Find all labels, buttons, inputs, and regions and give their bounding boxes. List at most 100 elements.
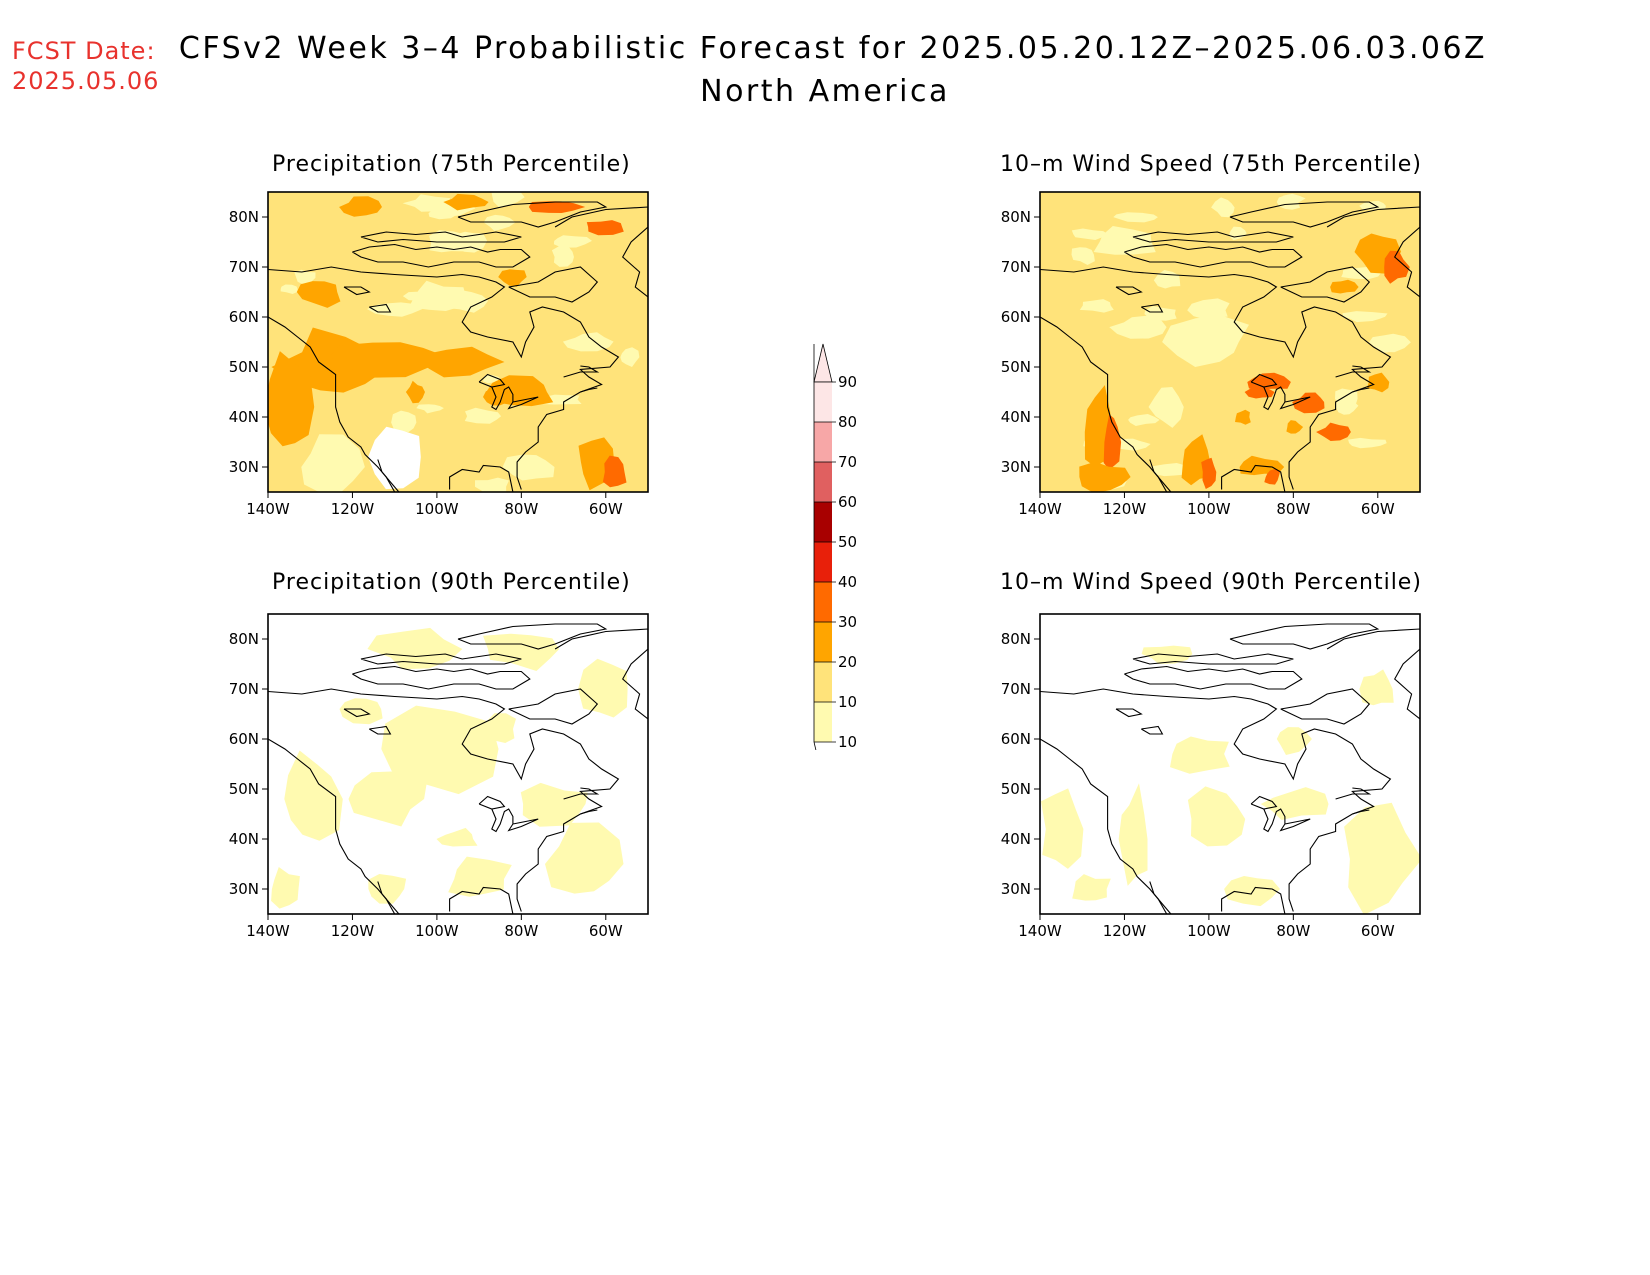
shading-region — [1079, 461, 1131, 492]
map-frame — [1039, 613, 1421, 915]
panel-title-wind-90: 10–m Wind Speed (90th Percentile) — [1000, 570, 1422, 595]
coastline — [1263, 386, 1311, 411]
shading-region — [1170, 736, 1230, 774]
coastline — [1132, 653, 1294, 665]
coastline — [360, 231, 522, 243]
forecast-date-label: FCST Date: — [12, 37, 156, 65]
panel-title-precip-75: Precipitation (75th Percentile) — [272, 152, 631, 177]
colorbar-swatch — [814, 582, 832, 622]
shading-region — [405, 380, 425, 404]
lat-tick-label: 50N — [229, 358, 259, 376]
map-svg-w75: 140W 120W 100W 80W 60W 80N 70N 60N 50N 40N 30N — [1001, 191, 1421, 518]
colorbar-swatch — [814, 382, 832, 422]
lat-tick-label: 50N — [1001, 780, 1031, 798]
shading-cell — [416, 404, 444, 414]
lon-tick-label: 80W — [504, 500, 538, 518]
coastline — [268, 316, 396, 492]
colorbar-svg: 90 80 70 60 50 40 30 20 10 10 — [813, 343, 857, 781]
shading-region — [1292, 392, 1325, 414]
shading-region — [545, 822, 624, 894]
colorbar-label: 80 — [838, 413, 857, 431]
shading-region — [296, 281, 341, 308]
coastline — [1149, 459, 1172, 492]
lat-tick-label: 40N — [229, 830, 259, 848]
coastline — [352, 665, 531, 690]
shading-cell — [1113, 212, 1158, 223]
shading-cell — [1187, 298, 1230, 320]
coastline — [457, 201, 608, 228]
lat-tick-label: 80N — [229, 630, 259, 648]
map-frame — [1039, 191, 1421, 493]
shading-region — [1359, 669, 1394, 706]
lat-tick-label: 30N — [229, 458, 259, 476]
shading-cell — [429, 230, 472, 253]
shading-region — [1316, 422, 1351, 441]
coastline — [377, 881, 400, 914]
coastline — [1132, 231, 1294, 243]
figure-title: CFSv2 Week 3–4 Probabilistic Forecast fo… — [0, 31, 1650, 109]
shading-cell — [1109, 315, 1167, 339]
colorbar-swatch — [814, 662, 832, 702]
lat-tick-label: 40N — [1001, 830, 1031, 848]
shading-cell — [483, 214, 516, 232]
coastline — [1250, 795, 1278, 810]
shading-region — [1118, 783, 1148, 886]
coastline — [580, 809, 598, 815]
shading-region — [339, 698, 383, 725]
shading-region — [1235, 409, 1251, 425]
coastline — [580, 387, 598, 393]
coastline — [1115, 708, 1143, 718]
map-svg-p90: 140W 120W 100W 80W 60W 80N 70N 60N 50N 40N 30N — [229, 613, 649, 940]
lon-tick-label: 80W — [504, 922, 538, 940]
lat-tick-label: 70N — [1001, 258, 1031, 276]
colorbar-swatch — [814, 462, 832, 502]
coastline — [563, 787, 600, 800]
shading-region — [1041, 788, 1084, 869]
coastline — [1250, 373, 1278, 388]
shading-cell — [402, 194, 451, 212]
lon-tick-label: 80W — [1276, 500, 1310, 518]
shading-region — [443, 193, 489, 211]
shading-region — [520, 782, 588, 827]
figure-title-line1: CFSv2 Week 3–4 Probabilistic Forecast fo… — [178, 31, 1488, 66]
coastline — [478, 373, 506, 388]
lat-tick-label: 70N — [229, 258, 259, 276]
coastline — [1280, 266, 1371, 303]
lon-tick-label: 120W — [331, 922, 375, 940]
colorbar-swatch — [814, 542, 832, 582]
shading-region — [284, 750, 343, 841]
colorbar-legend: 90 80 70 60 50 40 30 20 10 10 — [800, 330, 870, 781]
lat-tick-label: 80N — [1001, 630, 1031, 648]
shading-cell — [1348, 437, 1387, 449]
shading-region — [329, 342, 448, 378]
forecast-date-value: 2025.05.06 — [12, 67, 160, 95]
shading-region — [301, 434, 365, 492]
lon-tick-label: 120W — [1103, 922, 1147, 940]
lat-tick-label: 40N — [1001, 408, 1031, 426]
lon-tick-label: 100W — [1187, 922, 1231, 940]
lat-tick-label: 60N — [1001, 730, 1031, 748]
forecast-date-block: FCST Date: 2025.05.06 — [12, 36, 159, 96]
coastline — [1280, 688, 1371, 725]
lat-tick-label: 70N — [1001, 680, 1031, 698]
lon-tick-label: 120W — [1103, 500, 1147, 518]
colorbar-swatch — [814, 502, 832, 542]
coastline — [1221, 886, 1286, 914]
shading-cell — [1342, 311, 1388, 323]
shading-region — [268, 351, 315, 447]
shading-region — [1344, 802, 1420, 914]
lon-tick-label: 140W — [246, 922, 290, 940]
figure-title-line2: North America — [700, 74, 950, 109]
coastline — [1229, 623, 1380, 650]
shading-region — [1264, 469, 1280, 485]
shading-region — [1276, 727, 1312, 755]
shading-cell — [1152, 463, 1192, 477]
coastline — [268, 688, 620, 912]
coastline — [1326, 628, 1420, 720]
coastline — [268, 266, 620, 490]
coastline — [360, 653, 522, 665]
colorbar-top-cap — [813, 343, 833, 383]
shading-region — [348, 771, 427, 827]
shading-region — [1162, 316, 1249, 367]
shading-region — [502, 454, 555, 481]
